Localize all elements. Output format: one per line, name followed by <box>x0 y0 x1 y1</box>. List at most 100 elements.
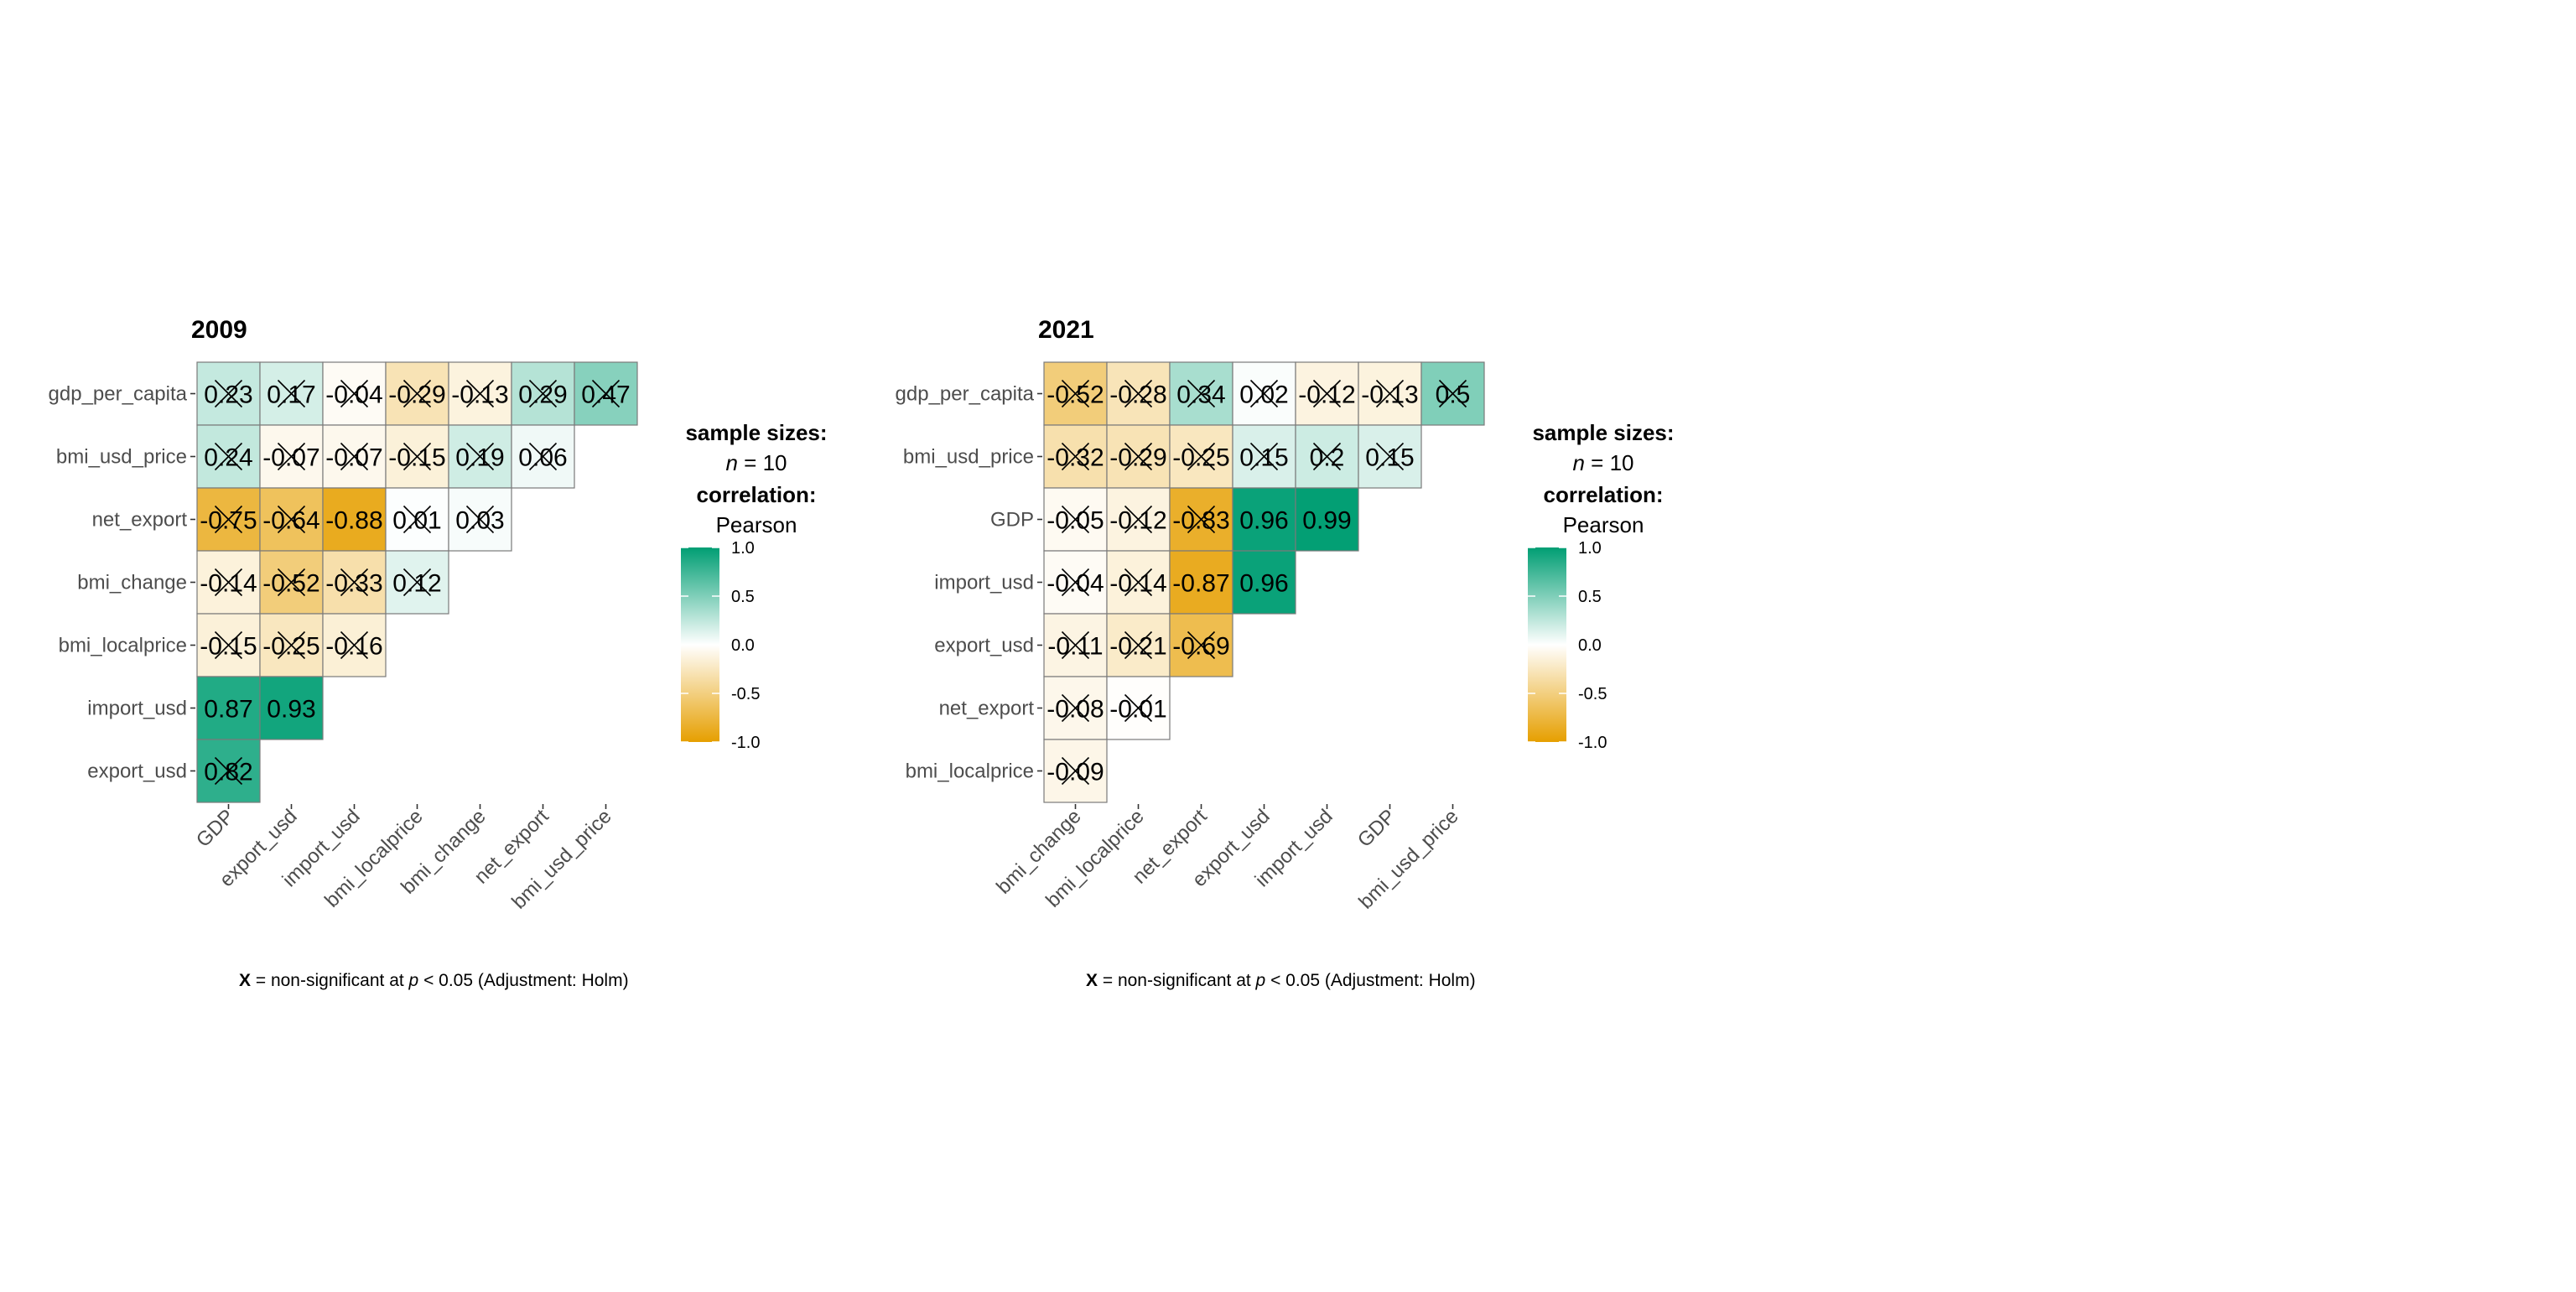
heatmap-cell: -0.29 <box>1106 424 1171 489</box>
legend-tick-label: 0.0 <box>1578 636 1602 655</box>
caption: X = non-significant at p < 0.05 (Adjustm… <box>1086 971 1476 990</box>
row-label: import_usd <box>87 698 187 720</box>
legend-correlation-title: correlation: <box>1543 482 1663 507</box>
cell-value-label: -0.52 <box>1046 381 1104 409</box>
heatmap-cell: 0.15 <box>1232 424 1296 489</box>
legend-tick-label: 0.5 <box>731 588 755 606</box>
caption-p: p <box>408 971 419 990</box>
cell-value-label: -0.25 <box>262 633 319 661</box>
non-significant-cross-icon <box>1124 568 1153 597</box>
non-significant-cross-icon <box>465 442 495 471</box>
heatmap-cell: -0.69 <box>1169 613 1233 677</box>
non-significant-cross-icon <box>1187 630 1216 660</box>
legend-tick-label: -0.5 <box>731 685 760 703</box>
legend-tick-label: 0.5 <box>1578 588 1602 606</box>
heatmap-cell: 0.23 <box>196 361 261 426</box>
cell-value-label: -0.29 <box>1109 444 1166 472</box>
non-significant-cross-icon <box>1312 379 1342 408</box>
heatmap-cell: 0.01 <box>385 487 449 552</box>
cell-rect <box>1295 487 1359 552</box>
cell-value-label: 0.23 <box>204 381 252 409</box>
cell-value-label: 0.12 <box>392 570 441 598</box>
non-significant-cross-icon <box>1061 505 1090 534</box>
cell-rect <box>322 487 387 552</box>
cell-value-label: -0.13 <box>451 381 508 409</box>
non-significant-cross-icon <box>214 505 243 534</box>
cell-value-label: -0.11 <box>1047 633 1103 661</box>
cell-value-label: -0.69 <box>1172 633 1229 661</box>
heatmap-cell: 0.17 <box>259 361 324 426</box>
cell-value-label: 0.02 <box>1239 381 1288 409</box>
cell-value-label: -0.83 <box>1172 507 1229 535</box>
row-label: net_export <box>92 509 188 532</box>
non-significant-cross-icon <box>277 505 306 534</box>
heatmap-cell: -0.83 <box>1169 487 1233 552</box>
cell-value-label: -0.15 <box>200 633 257 661</box>
non-significant-cross-icon <box>1312 442 1342 471</box>
cell-value-label: 0.06 <box>518 444 567 472</box>
heatmap-cell: -0.29 <box>385 361 449 426</box>
non-significant-cross-icon <box>1249 442 1279 471</box>
caption-p: p <box>1255 971 1266 990</box>
non-significant-cross-icon <box>1249 379 1279 408</box>
heatmap-panel-2021: 2021 -0.52 -0.28 0.34 0.02 -0.12 -0.13 0.5-0.3… <box>896 316 1675 990</box>
non-significant-cross-icon <box>528 442 558 471</box>
heatmap-cell: 0.2 <box>1295 424 1359 489</box>
non-significant-cross-icon <box>1375 379 1405 408</box>
cell-value-label: 0.47 <box>581 381 630 409</box>
row-label: export_usd <box>934 635 1034 657</box>
heatmap-cell: 0.47 <box>574 361 638 426</box>
heatmap-cell: 0.82 <box>196 739 261 803</box>
cell-value-label: 0.93 <box>267 696 315 724</box>
legend-correlation-title: correlation: <box>696 482 816 507</box>
cell-value-label: 0.96 <box>1239 570 1288 598</box>
row-label: GDP <box>990 509 1034 532</box>
non-significant-cross-icon <box>277 379 306 408</box>
heatmap-cell: -0.25 <box>1169 424 1233 489</box>
panel-title: 2021 <box>1038 316 1094 344</box>
heatmap-cell: -0.13 <box>448 361 512 426</box>
caption-text-1: = non-significant at <box>1098 971 1256 990</box>
cell-rect <box>259 676 324 740</box>
cell-value-label: -0.64 <box>262 507 319 535</box>
cell-value-label: -0.12 <box>1109 507 1166 535</box>
caption-text-1: = non-significant at <box>251 971 409 990</box>
heatmap-cell: 0.24 <box>196 424 261 489</box>
heatmap-cell: 0.06 <box>511 424 575 489</box>
column-label: GDP <box>1353 805 1400 852</box>
row-label: bmi_localprice <box>906 760 1034 783</box>
non-significant-cross-icon <box>1124 442 1153 471</box>
legend-sample-size: n = 10 <box>725 450 787 475</box>
non-significant-cross-icon <box>277 442 306 471</box>
heatmap-cell: -0.16 <box>322 613 387 677</box>
non-significant-cross-icon <box>277 630 306 660</box>
non-significant-cross-icon <box>214 568 243 597</box>
cell-rect <box>1232 487 1296 552</box>
panel-title: 2009 <box>191 316 247 344</box>
heatmap-cell: -0.25 <box>259 613 324 677</box>
heatmap-panel-2009: 2009 0.23 0.17 -0.04 -0.29 -0.13 0.29 0.47 0.24… <box>49 316 828 990</box>
non-significant-cross-icon <box>340 568 369 597</box>
heatmap-cell: -0.33 <box>322 550 387 615</box>
legend-sample-size: n = 10 <box>1572 450 1633 475</box>
heatmap-cell: -0.52 <box>1043 361 1108 426</box>
non-significant-cross-icon <box>1061 442 1090 471</box>
heatmap-cell: -0.75 <box>196 487 261 552</box>
legend-tick-label: 1.0 <box>1578 539 1602 558</box>
heatmap-cell: -0.88 <box>322 487 387 552</box>
heatmap-cell: 0.15 <box>1358 424 1422 489</box>
heatmap-cell: -0.04 <box>1043 550 1108 615</box>
non-significant-cross-icon <box>591 379 621 408</box>
row-label: bmi_usd_price <box>56 446 187 469</box>
cell-value-label: 0.29 <box>518 381 567 409</box>
heatmap-cell: 0.02 <box>1232 361 1296 426</box>
cell-value-label: 0.19 <box>455 444 504 472</box>
cell-value-label: 0.87 <box>204 696 252 724</box>
cell-value-label: 0.5 <box>1436 381 1471 409</box>
cell-value-label: -0.07 <box>325 444 382 472</box>
heatmap-cell: -0.32 <box>1043 424 1108 489</box>
heatmap-cell: -0.12 <box>1295 361 1359 426</box>
cell-value-label: -0.04 <box>325 381 382 409</box>
column-labels: GDPexport_usdimport_usdbmi_localpricebmi… <box>192 804 616 914</box>
heatmap-cell: 0.99 <box>1295 487 1359 552</box>
